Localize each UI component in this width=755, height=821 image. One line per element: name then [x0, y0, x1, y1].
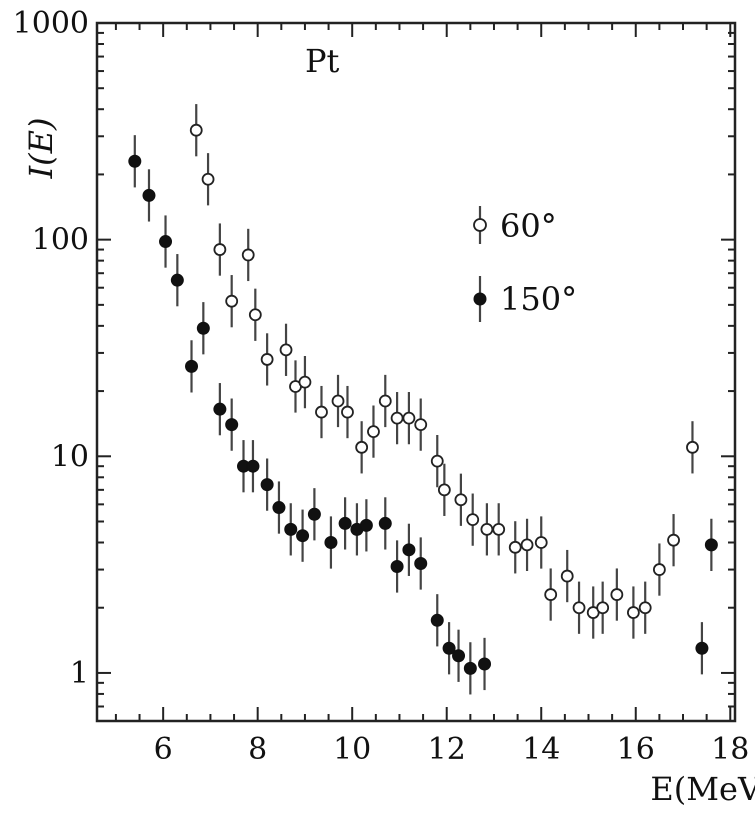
plot-frame: [95, 21, 737, 723]
data-point-150: [159, 235, 173, 249]
data-point-150: [260, 478, 274, 492]
data-point-60: [466, 513, 480, 527]
data-point-60: [390, 411, 404, 425]
data-point-60: [534, 536, 548, 549]
data-point-60: [331, 394, 345, 408]
data-point-60: [201, 172, 215, 186]
data-point-150: [414, 556, 428, 570]
y-tick-label: 1000: [13, 6, 89, 41]
data-point-60: [560, 569, 574, 583]
data-point-60: [626, 606, 640, 619]
data-point-60: [520, 538, 534, 552]
data-point-150: [430, 613, 444, 627]
data-point-60: [638, 601, 652, 615]
annotation-label: Pt: [305, 42, 340, 80]
data-point-150: [170, 273, 184, 287]
data-point-60: [480, 522, 494, 536]
x-tick-label: 16: [617, 732, 655, 767]
legend-marker-60: [473, 218, 487, 232]
data-point-60: [610, 588, 624, 601]
x-tick-label: 12: [428, 732, 466, 767]
data-point-150: [324, 536, 338, 550]
data-point-60: [652, 563, 666, 576]
data-point-150: [378, 516, 392, 530]
data-point-60: [189, 123, 203, 137]
y-axis-title: I(E): [22, 118, 60, 180]
data-point-60: [454, 493, 468, 507]
data-points: [128, 123, 718, 675]
legend: 60° 150°: [473, 206, 577, 322]
x-axis-title: E(MeV): [650, 770, 755, 808]
data-point-150: [402, 543, 416, 557]
data-point-60: [367, 425, 380, 439]
data-point-60: [667, 533, 680, 547]
y-tick-label: 10: [51, 439, 89, 474]
y-tick-label: 1: [70, 656, 89, 691]
data-point-150: [225, 418, 239, 432]
data-point-150: [390, 559, 404, 573]
x-tick-label: 18: [711, 732, 749, 767]
y-axis-label: I(E): [22, 118, 60, 180]
data-point-150: [695, 641, 709, 655]
data-point-60: [341, 405, 354, 419]
data-point-60: [414, 418, 428, 432]
data-point-60: [279, 343, 293, 357]
data-point-60: [241, 248, 255, 262]
data-point-60: [686, 440, 699, 454]
data-point-150: [452, 649, 466, 663]
data-point-150: [213, 402, 227, 416]
legend-label-60: 60°: [500, 207, 557, 245]
axis-ticks: 6 8 10 12 14 16 18 1 10 100 1000: [13, 6, 750, 767]
x-tick-label: 14: [522, 732, 560, 767]
data-point-60: [225, 294, 239, 308]
data-point-60: [260, 353, 274, 366]
legend-marker-150: [473, 292, 487, 306]
data-point-60: [378, 394, 392, 408]
data-point-60: [508, 540, 522, 554]
data-point-150: [704, 538, 718, 552]
data-point-60: [355, 440, 369, 454]
data-point-60: [248, 308, 262, 322]
data-point-150: [196, 321, 210, 335]
data-point-150: [359, 518, 373, 532]
data-point-150: [307, 507, 321, 521]
data-point-150: [442, 641, 456, 655]
y-tick-label: 100: [32, 223, 89, 258]
x-tick-label: 6: [154, 732, 173, 767]
data-point-150: [272, 501, 286, 515]
data-point-60: [213, 243, 227, 256]
data-point-150: [128, 154, 142, 168]
data-point-150: [296, 529, 310, 543]
data-point-150: [284, 522, 298, 536]
data-point-150: [246, 459, 260, 473]
legend-label-150: 150°: [500, 280, 577, 318]
data-point-150: [142, 188, 156, 202]
x-tick-label: 10: [333, 732, 371, 767]
data-point-150: [478, 657, 492, 671]
data-point-60: [298, 375, 312, 389]
data-point-60: [437, 483, 451, 497]
error-bars: [133, 104, 713, 695]
data-point-150: [185, 359, 199, 373]
data-point-60: [315, 405, 328, 419]
data-point-60: [492, 522, 506, 536]
x-tick-label: 8: [248, 732, 267, 767]
data-point-150: [463, 661, 477, 675]
data-point-60: [596, 601, 610, 615]
data-point-60: [430, 454, 444, 468]
data-point-60: [572, 601, 586, 615]
data-point-60: [544, 588, 558, 601]
data-point-150: [338, 516, 352, 530]
data-point-60: [402, 411, 416, 425]
